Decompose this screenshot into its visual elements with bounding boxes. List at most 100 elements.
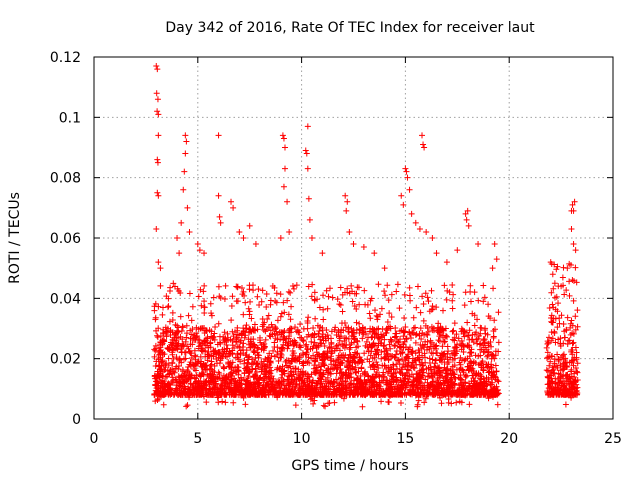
data-point <box>449 356 456 363</box>
data-point <box>247 388 254 395</box>
data-point <box>390 366 397 373</box>
data-point <box>350 354 357 361</box>
x-tick-label: 15 <box>396 431 414 447</box>
data-point <box>570 356 577 363</box>
data-point <box>184 402 191 409</box>
data-point <box>400 377 407 384</box>
data-point <box>154 159 161 166</box>
data-point <box>221 385 228 392</box>
data-point <box>360 331 367 338</box>
data-point <box>351 335 358 342</box>
data-point <box>370 328 377 335</box>
data-point <box>388 391 395 398</box>
data-point <box>343 371 350 378</box>
data-point <box>346 384 353 391</box>
data-point <box>466 383 473 390</box>
data-point <box>231 388 238 395</box>
data-point <box>456 398 463 405</box>
data-point <box>410 325 417 332</box>
data-point <box>347 352 354 359</box>
data-point <box>186 386 193 393</box>
data-point <box>156 391 163 398</box>
data-point <box>491 241 498 248</box>
data-point <box>261 319 268 326</box>
data-point <box>321 353 328 360</box>
data-point <box>385 356 392 363</box>
data-point <box>171 283 178 290</box>
data-point <box>463 329 470 336</box>
x-tick-label: 10 <box>293 431 311 447</box>
data-point <box>425 298 432 305</box>
data-point <box>560 264 567 271</box>
data-point <box>462 210 469 217</box>
data-point <box>491 317 498 324</box>
data-point <box>280 299 287 306</box>
data-point <box>256 374 263 381</box>
data-point <box>428 349 435 356</box>
data-point <box>266 362 273 368</box>
data-point <box>207 340 214 347</box>
data-point <box>343 207 350 214</box>
data-point <box>441 339 448 346</box>
data-point <box>162 361 169 368</box>
data-point <box>568 390 575 397</box>
data-point <box>343 335 350 342</box>
data-point <box>228 377 235 384</box>
data-point <box>369 355 376 362</box>
data-point <box>441 282 448 289</box>
data-point <box>450 291 457 298</box>
data-point <box>554 263 561 270</box>
data-point <box>337 375 344 382</box>
data-point <box>274 336 281 343</box>
data-point <box>359 328 366 335</box>
data-point <box>359 359 366 366</box>
data-point <box>422 395 429 402</box>
data-point <box>279 132 286 139</box>
data-point <box>308 338 315 345</box>
data-point <box>428 323 435 330</box>
data-point <box>470 390 477 397</box>
data-point <box>201 298 208 305</box>
data-point <box>242 299 249 306</box>
data-point <box>297 344 304 351</box>
data-point <box>189 303 196 310</box>
data-point <box>394 281 401 288</box>
data-point <box>289 283 296 290</box>
data-point <box>421 331 428 338</box>
data-point <box>222 391 229 398</box>
data-point <box>407 331 414 338</box>
data-point <box>416 356 423 363</box>
data-point <box>284 342 291 349</box>
data-point <box>461 357 468 364</box>
data-point <box>246 222 253 229</box>
data-point <box>451 320 458 327</box>
data-point <box>415 397 422 404</box>
data-point <box>210 294 217 301</box>
data-point <box>375 387 382 394</box>
data-point <box>402 165 409 172</box>
data-point <box>564 314 571 321</box>
data-point <box>561 328 568 335</box>
data-point <box>260 358 267 365</box>
data-point <box>427 343 434 350</box>
data-point <box>159 390 166 397</box>
data-point <box>371 363 378 370</box>
data-point <box>209 378 216 385</box>
data-point <box>177 289 184 296</box>
data-point <box>263 373 270 380</box>
data-point <box>344 289 351 296</box>
data-point <box>319 388 326 395</box>
data-point <box>388 313 395 320</box>
data-point <box>353 305 360 312</box>
data-point <box>382 292 389 299</box>
data-point <box>481 386 488 393</box>
data-point <box>303 349 310 356</box>
data-point <box>215 132 222 139</box>
data-point <box>353 344 360 351</box>
data-point <box>490 285 497 292</box>
data-point <box>337 284 344 291</box>
data-point <box>569 322 576 329</box>
data-point <box>492 362 499 369</box>
data-point <box>459 367 466 374</box>
